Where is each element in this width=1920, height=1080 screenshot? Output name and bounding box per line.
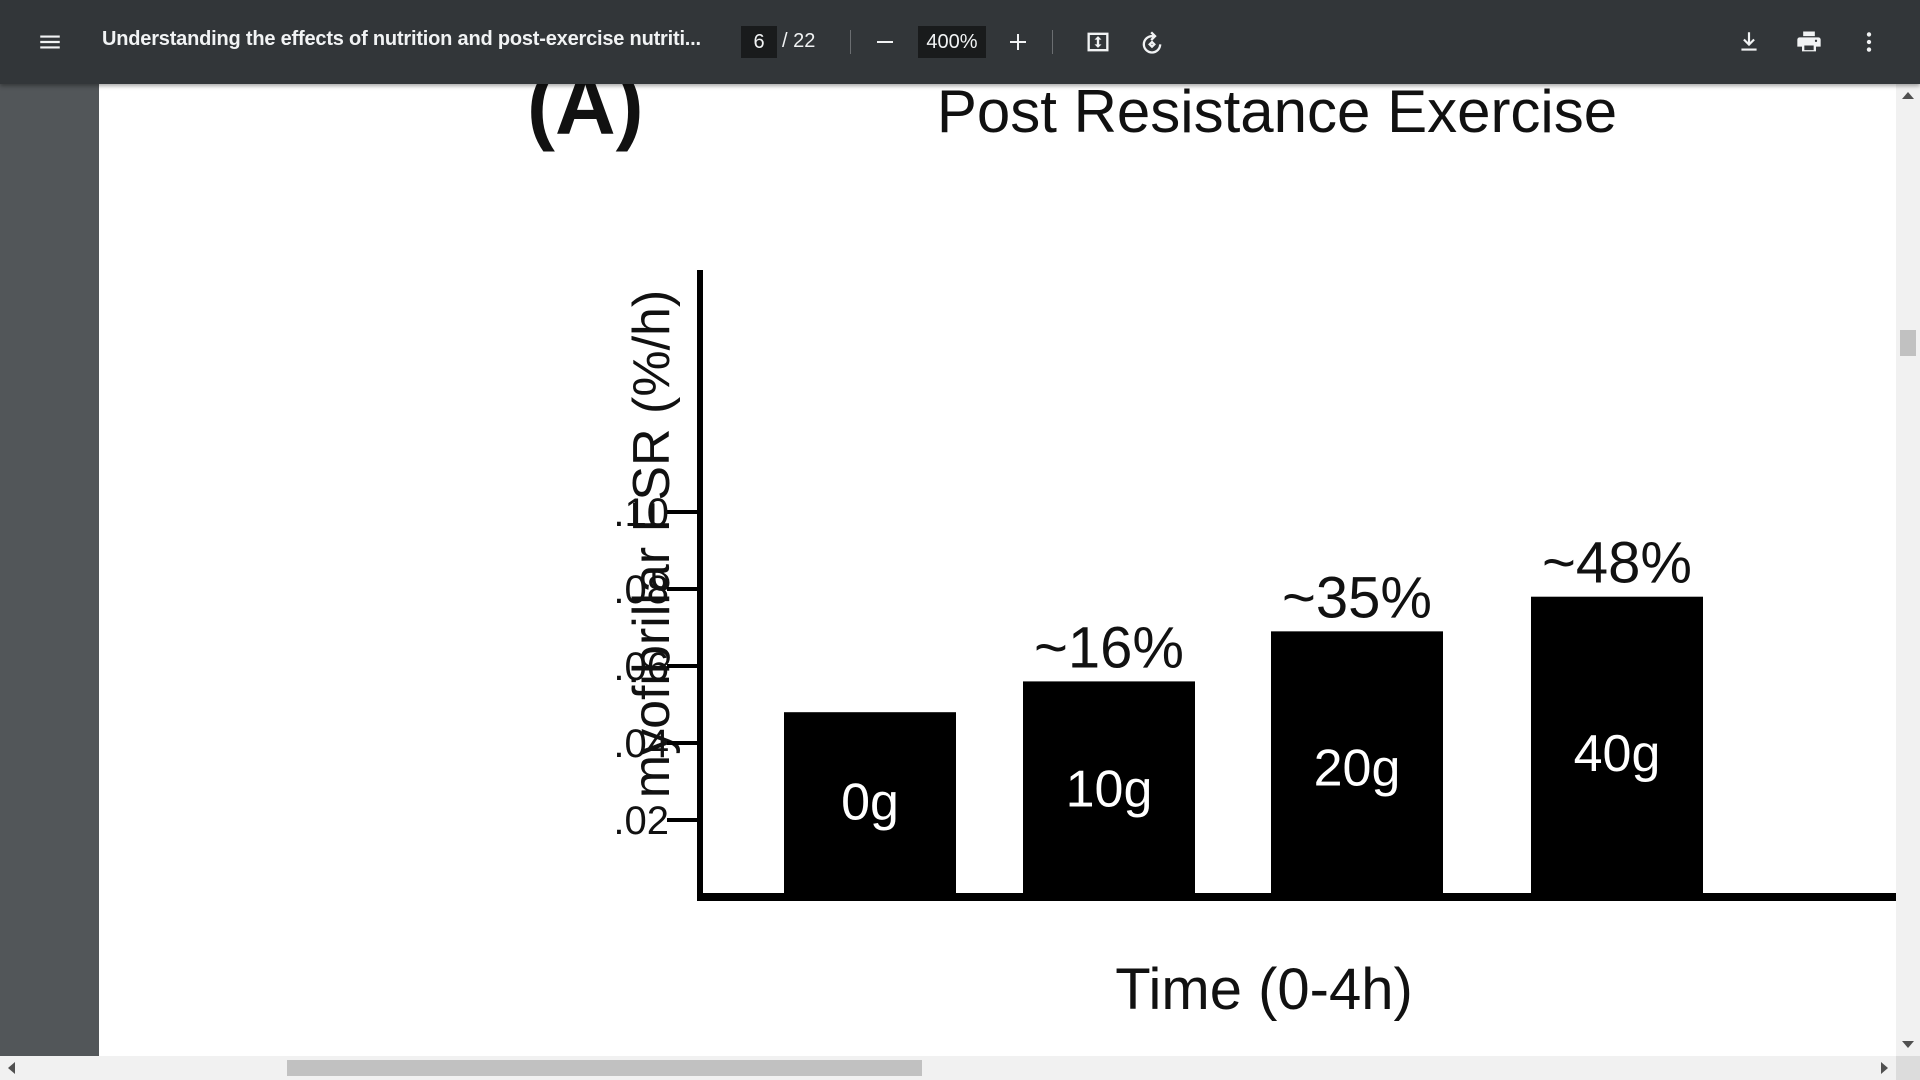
fit-page-icon	[1087, 32, 1109, 52]
minus-icon	[877, 41, 893, 43]
bar-annotation: ~35%	[1282, 565, 1432, 630]
bar-category-label: 40g	[1574, 725, 1661, 783]
pdf-toolbar: Understanding the effects of nutrition a…	[0, 0, 1920, 84]
print-button[interactable]	[1785, 18, 1833, 66]
rotate-icon	[1142, 31, 1162, 54]
download-button[interactable]	[1725, 18, 1773, 66]
zoom-in-button[interactable]	[994, 18, 1042, 66]
bar-category-label: 0g	[841, 773, 899, 831]
rotate-button[interactable]	[1128, 18, 1176, 66]
page-number-input[interactable]	[741, 26, 777, 58]
y-tick-label: .04	[613, 722, 669, 766]
toolbar-divider	[1052, 30, 1053, 54]
y-tick-label: .08	[613, 568, 669, 612]
menu-icon	[40, 35, 60, 49]
pdf-page: (A) Post Resistance Exercise Time (0-4h)…	[99, 84, 1896, 1056]
bar-category-label: 20g	[1314, 739, 1401, 797]
menu-button[interactable]	[26, 18, 74, 66]
bar	[1531, 596, 1703, 897]
scrollbar-corner	[1896, 1056, 1920, 1080]
bar-chart: (A) Post Resistance Exercise Time (0-4h)…	[527, 84, 1896, 1022]
bar-annotation: ~16%	[1034, 615, 1184, 680]
scroll-right-arrow-icon[interactable]	[1881, 1062, 1888, 1074]
fit-to-page-button[interactable]	[1074, 18, 1122, 66]
bar-annotation: ~48%	[1542, 531, 1692, 596]
vertical-scroll-thumb[interactable]	[1900, 330, 1916, 356]
document-title: Understanding the effects of nutrition a…	[102, 28, 701, 50]
horizontal-scrollbar[interactable]	[0, 1056, 1896, 1080]
zoom-out-button[interactable]	[861, 18, 909, 66]
bar	[1271, 631, 1443, 897]
toolbar-divider	[850, 30, 851, 54]
y-ticks: .02 .04 .06 .08 .10	[613, 491, 700, 843]
scroll-down-arrow-icon[interactable]	[1902, 1041, 1914, 1048]
zoom-input[interactable]	[918, 26, 986, 58]
pdf-viewer[interactable]: (A) Post Resistance Exercise Time (0-4h)…	[0, 84, 1920, 1056]
scroll-left-arrow-icon[interactable]	[8, 1062, 15, 1074]
y-tick-label: .06	[613, 645, 669, 689]
bar-category-label: 10g	[1066, 760, 1153, 818]
y-tick-label: .10	[613, 491, 669, 535]
chart-title: Post Resistance Exercise	[937, 84, 1617, 145]
bars: 0g 10g ~16% 20g ~35% 40g ~48%	[784, 531, 1703, 897]
more-vert-icon	[1866, 32, 1872, 52]
plus-icon	[1010, 34, 1026, 50]
panel-label: (A)	[527, 84, 644, 152]
more-actions-button[interactable]	[1845, 18, 1893, 66]
vertical-scrollbar[interactable]	[1896, 84, 1920, 1056]
horizontal-scroll-thumb[interactable]	[287, 1060, 922, 1076]
y-axis-label: myofibrillar FSR (%/h)	[623, 290, 681, 799]
download-icon	[1741, 32, 1757, 51]
bar	[784, 712, 956, 897]
bar	[1023, 681, 1195, 897]
page-total: / 22	[782, 30, 816, 52]
y-tick-label: .02	[613, 799, 669, 843]
x-axis-label: Time (0-4h)	[1115, 957, 1413, 1022]
scroll-up-arrow-icon[interactable]	[1902, 92, 1914, 99]
print-icon	[1797, 31, 1821, 52]
